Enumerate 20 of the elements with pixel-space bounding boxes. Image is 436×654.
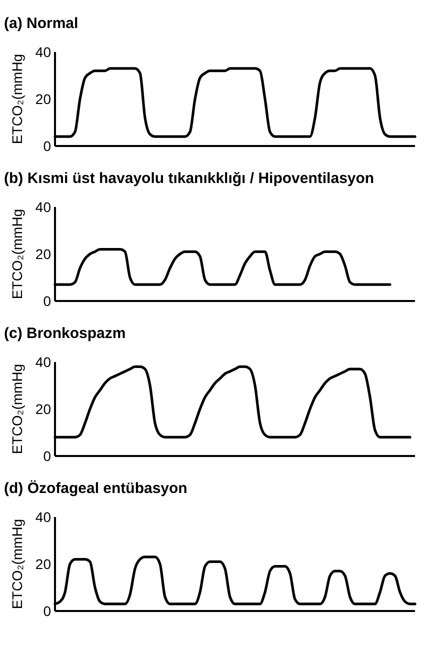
y-tick-label: 0 (43, 448, 52, 464)
y-axis-title: ETCO₂(mmHg (9, 208, 25, 300)
y-tick-label: 40 (35, 354, 52, 370)
y-tick-label: 20 (35, 246, 52, 262)
y-tick-label: 0 (43, 138, 52, 154)
y-tick-label: 20 (35, 556, 52, 572)
y-tick-label: 20 (35, 400, 52, 417)
y-tick-label: 40 (35, 508, 52, 525)
y-tick-label: 0 (43, 292, 52, 309)
chart-title: (a) Normal (4, 15, 78, 32)
chart-title: (d) Özofageal entübasyon (4, 480, 188, 497)
y-axis-title: ETCO₂(mmHg (9, 54, 25, 144)
y-tick-label: 0 (43, 602, 52, 619)
chart-title: (b) Kısmi üst havayolu tıkanıkklığı / Hipoventilasyon (4, 170, 374, 187)
chart-title: (c) Bronkospazm (4, 325, 126, 342)
y-axis-title: ETCO₂(mmHg (9, 364, 25, 454)
y-tick-label: 40 (35, 44, 52, 60)
y-axis-title: ETCO₂(mmHg (9, 518, 25, 610)
y-tick-label: 40 (35, 198, 52, 215)
y-tick-label: 20 (35, 90, 52, 107)
